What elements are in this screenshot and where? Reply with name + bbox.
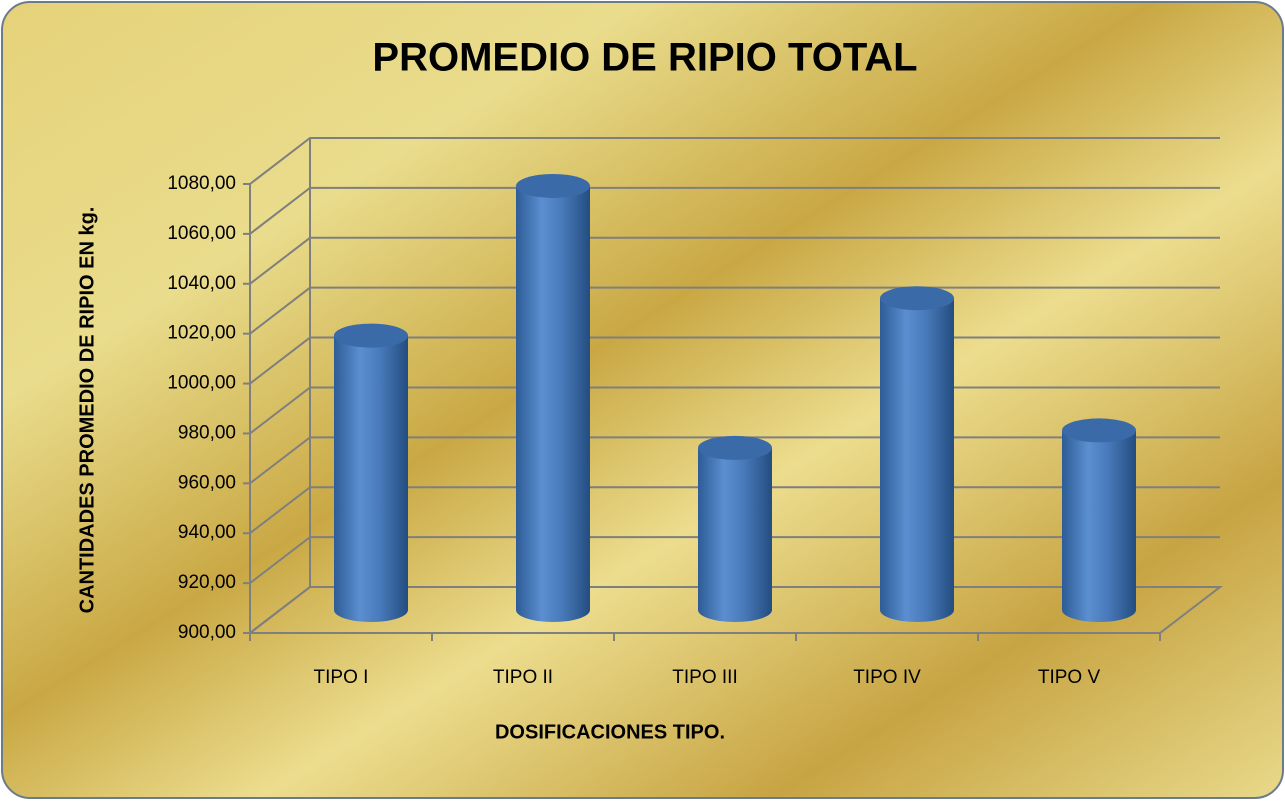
- bar: [516, 185, 590, 622]
- y-tick-label: 1060,00: [167, 223, 236, 244]
- y-tick-label: 960,00: [178, 472, 236, 493]
- bar-top: [698, 435, 772, 460]
- y-tick-label: 980,00: [178, 422, 236, 443]
- grid-line: [249, 236, 1220, 285]
- y-tick-label: 1020,00: [167, 323, 236, 344]
- bar-top: [880, 286, 954, 311]
- bar: [880, 298, 954, 622]
- y-tick-label: 1000,00: [167, 373, 236, 394]
- bar: [334, 335, 408, 622]
- x-tick-label: TIPO V: [1038, 667, 1101, 688]
- y-tick-label: 1040,00: [167, 273, 236, 294]
- x-tick-label: TIPO II: [493, 667, 553, 688]
- x-tick-label: TIPO IV: [853, 667, 921, 688]
- y-tick-label: 920,00: [178, 572, 236, 593]
- chart-title: PROMEDIO DE RIPIO TOTAL: [372, 36, 917, 80]
- x-tick-label: TIPO I: [314, 667, 369, 688]
- bar: [698, 447, 772, 622]
- y-axis-title: CANTIDADES PROMEDIO DE RIPIO EN kg.: [76, 207, 98, 614]
- bar: [1062, 430, 1136, 622]
- y-tick-label: 900,00: [178, 622, 236, 643]
- bar-top: [1062, 418, 1136, 443]
- x-tick-label: TIPO III: [672, 667, 737, 688]
- bar-top: [516, 173, 590, 198]
- grid-line: [249, 137, 1220, 185]
- y-tick-label: 1080,00: [167, 173, 236, 194]
- x-axis-title: DOSIFICACIONES TIPO.: [495, 721, 725, 743]
- bar-top: [334, 323, 408, 348]
- grid-line: [249, 186, 1220, 235]
- y-tick-label: 940,00: [178, 522, 236, 543]
